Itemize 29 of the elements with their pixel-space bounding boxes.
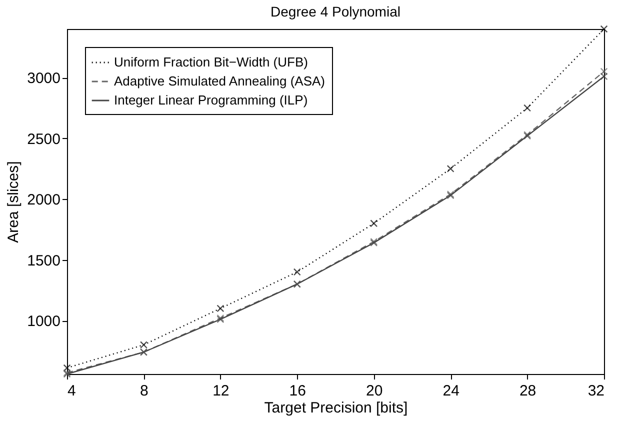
x-axis-title: Target Precision [bits]: [264, 400, 408, 416]
chart-title: Degree 4 Polynomial: [270, 3, 400, 20]
x-tick-label: 28: [519, 382, 536, 400]
y-tick-label: 2000: [27, 192, 60, 209]
point: [140, 341, 148, 349]
y-tick-label: 1500: [27, 252, 60, 270]
point: [600, 72, 608, 80]
point: [600, 25, 608, 33]
legend-label: Adaptive Simulated Annealing (ASA): [114, 74, 326, 88]
point: [600, 68, 608, 76]
x-tick-label: 12: [212, 382, 230, 400]
x-tick-label: 4: [68, 382, 76, 400]
point: [370, 220, 378, 228]
y-tick-label: 1000: [27, 313, 60, 330]
y-tick-label: 3000: [27, 70, 60, 88]
point: [63, 364, 71, 372]
y-tick-label: 2500: [27, 130, 60, 148]
x-tick-label: 8: [140, 382, 148, 400]
point: [446, 164, 454, 172]
x-tick-label: 16: [289, 382, 306, 400]
point: [524, 104, 532, 112]
legend-label: Uniform Fraction Bit−Width (UFB): [114, 54, 308, 70]
legend-label: Integer Linear Programming (ILP): [114, 92, 308, 108]
point: [216, 304, 224, 312]
x-tick-label: 20: [366, 382, 383, 400]
point: [293, 268, 301, 276]
x-tick-label: 32: [588, 382, 604, 400]
y-axis-title: Area [slices]: [5, 161, 22, 243]
x-tick-label: 24: [442, 382, 460, 400]
